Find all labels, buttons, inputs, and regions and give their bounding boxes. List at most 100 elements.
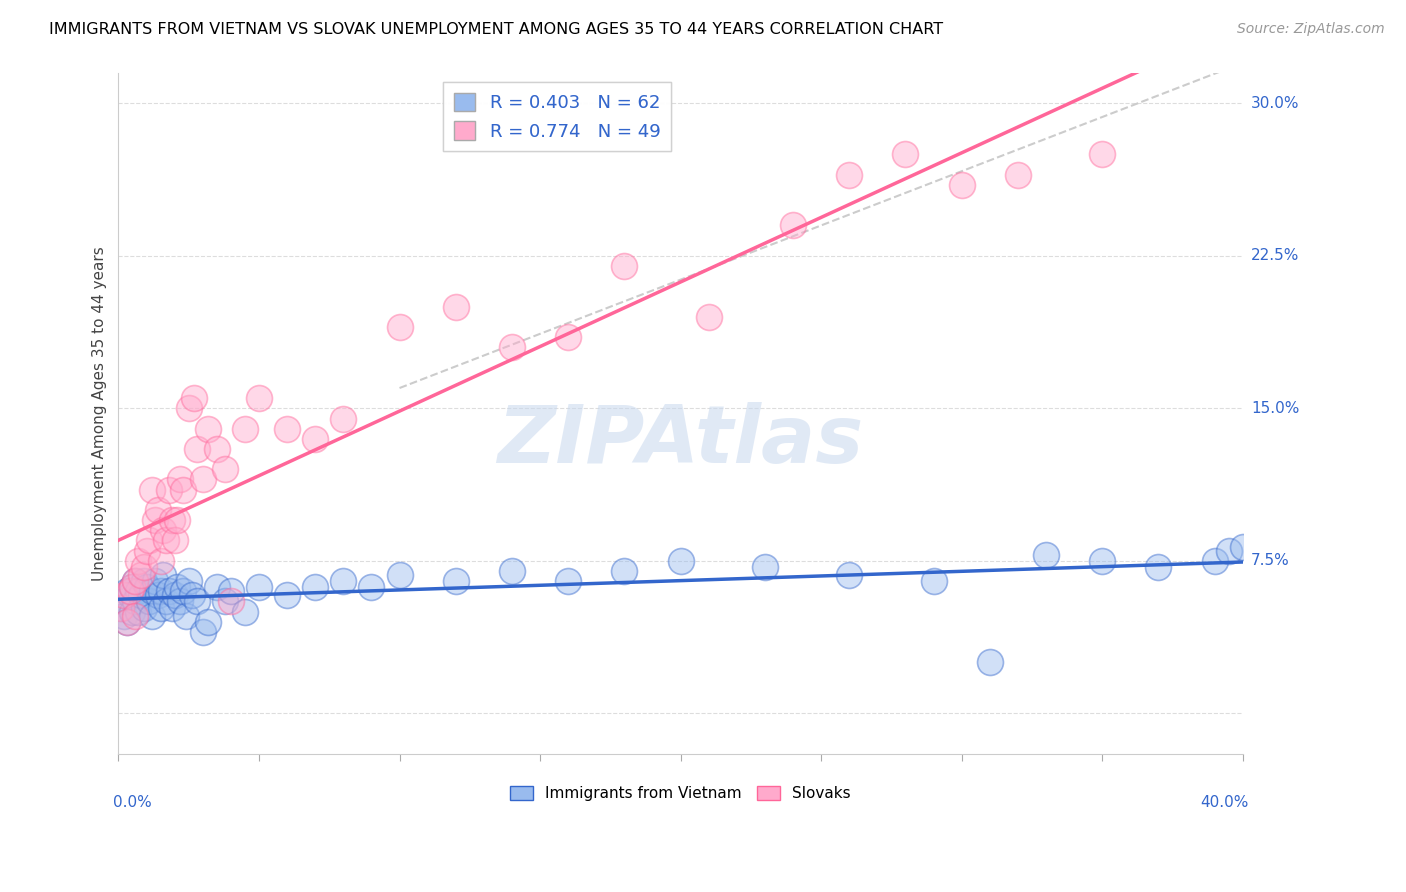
- Point: [304, 580, 326, 594]
- Point: [132, 600, 155, 615]
- Point: [169, 473, 191, 487]
- Point: [129, 588, 152, 602]
- Point: [191, 624, 214, 639]
- Point: [360, 580, 382, 594]
- Point: [186, 442, 208, 456]
- Point: [838, 168, 860, 182]
- Point: [138, 533, 160, 548]
- Point: [950, 178, 973, 192]
- Point: [613, 259, 636, 273]
- Point: [191, 473, 214, 487]
- Point: [205, 580, 228, 594]
- Point: [132, 560, 155, 574]
- Point: [152, 568, 174, 582]
- Point: [247, 580, 270, 594]
- Point: [172, 584, 194, 599]
- Point: [124, 594, 146, 608]
- Point: [247, 391, 270, 405]
- Point: [214, 594, 236, 608]
- Point: [186, 594, 208, 608]
- Point: [174, 608, 197, 623]
- Point: [160, 513, 183, 527]
- Point: [110, 600, 132, 615]
- Point: [146, 588, 169, 602]
- Point: [163, 533, 186, 548]
- Point: [135, 580, 157, 594]
- Text: ZIPAtlas: ZIPAtlas: [498, 401, 863, 480]
- Point: [219, 584, 242, 599]
- Point: [112, 608, 135, 623]
- Legend: R = 0.403   N = 62, R = 0.774   N = 49: R = 0.403 N = 62, R = 0.774 N = 49: [443, 82, 671, 152]
- Point: [157, 584, 180, 599]
- Point: [163, 588, 186, 602]
- Point: [388, 320, 411, 334]
- Point: [112, 594, 135, 608]
- Y-axis label: Unemployment Among Ages 35 to 44 years: Unemployment Among Ages 35 to 44 years: [93, 246, 107, 581]
- Point: [169, 594, 191, 608]
- Point: [444, 300, 467, 314]
- Point: [669, 554, 692, 568]
- Point: [124, 574, 146, 588]
- Point: [276, 422, 298, 436]
- Point: [124, 574, 146, 588]
- Point: [138, 594, 160, 608]
- Point: [143, 513, 166, 527]
- Point: [118, 584, 141, 599]
- Text: 0.0%: 0.0%: [112, 795, 152, 810]
- Text: Source: ZipAtlas.com: Source: ZipAtlas.com: [1237, 22, 1385, 37]
- Point: [166, 580, 188, 594]
- Point: [1091, 554, 1114, 568]
- Point: [1007, 168, 1029, 182]
- Point: [177, 574, 200, 588]
- Point: [166, 513, 188, 527]
- Point: [149, 584, 172, 599]
- Point: [501, 340, 523, 354]
- Point: [141, 483, 163, 497]
- Point: [894, 147, 917, 161]
- Point: [141, 584, 163, 599]
- Text: 30.0%: 30.0%: [1251, 96, 1299, 111]
- Point: [782, 219, 804, 233]
- Point: [197, 615, 219, 629]
- Point: [838, 568, 860, 582]
- Point: [121, 580, 143, 594]
- Point: [149, 554, 172, 568]
- Point: [121, 580, 143, 594]
- Text: 22.5%: 22.5%: [1251, 248, 1299, 263]
- Point: [697, 310, 720, 324]
- Point: [121, 605, 143, 619]
- Point: [1232, 540, 1254, 554]
- Point: [180, 588, 202, 602]
- Point: [233, 605, 256, 619]
- Point: [127, 554, 149, 568]
- Point: [115, 584, 138, 599]
- Point: [276, 588, 298, 602]
- Point: [1035, 548, 1057, 562]
- Point: [1204, 554, 1226, 568]
- Point: [110, 600, 132, 615]
- Point: [160, 600, 183, 615]
- Point: [332, 411, 354, 425]
- Point: [127, 605, 149, 619]
- Point: [1091, 147, 1114, 161]
- Point: [115, 615, 138, 629]
- Point: [388, 568, 411, 582]
- Point: [233, 422, 256, 436]
- Point: [613, 564, 636, 578]
- Point: [115, 615, 138, 629]
- Text: 7.5%: 7.5%: [1251, 553, 1289, 568]
- Point: [304, 432, 326, 446]
- Point: [557, 330, 579, 344]
- Point: [129, 568, 152, 582]
- Point: [979, 656, 1001, 670]
- Point: [205, 442, 228, 456]
- Point: [172, 483, 194, 497]
- Point: [127, 584, 149, 599]
- Point: [124, 608, 146, 623]
- Point: [332, 574, 354, 588]
- Point: [146, 503, 169, 517]
- Point: [1147, 560, 1170, 574]
- Point: [149, 600, 172, 615]
- Text: IMMIGRANTS FROM VIETNAM VS SLOVAK UNEMPLOYMENT AMONG AGES 35 TO 44 YEARS CORRELA: IMMIGRANTS FROM VIETNAM VS SLOVAK UNEMPL…: [49, 22, 943, 37]
- Point: [197, 422, 219, 436]
